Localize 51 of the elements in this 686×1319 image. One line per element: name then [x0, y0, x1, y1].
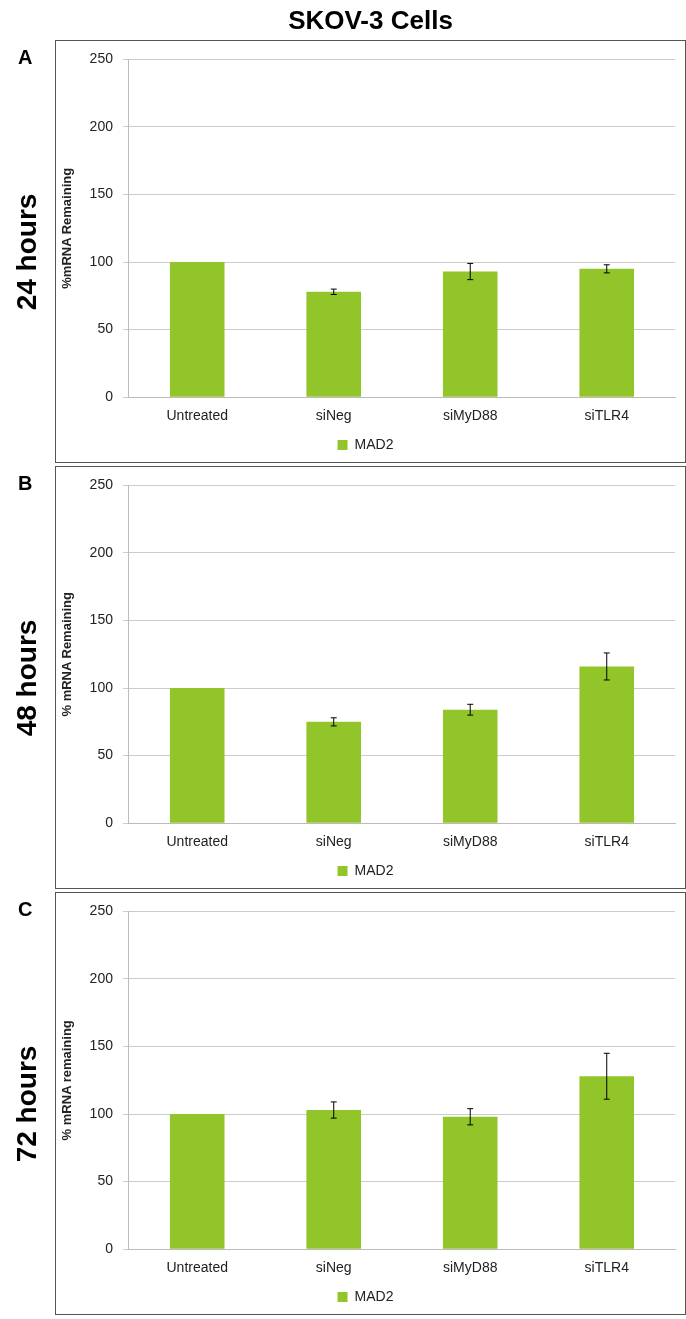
y-tick-label: 250 — [89, 902, 114, 919]
text: C — [18, 898, 33, 921]
x-tick-label: siMyD88 — [443, 1259, 498, 1276]
bar — [442, 709, 498, 823]
y-tick-label: 250 — [89, 50, 114, 67]
x-tick-label: siMyD88 — [443, 833, 498, 850]
legend-label: MAD2 — [354, 861, 394, 878]
bar — [442, 1116, 498, 1249]
chart-title: SKOV-3 Cells — [287, 4, 454, 37]
bar — [579, 666, 635, 823]
y-tick-label: 200 — [89, 543, 114, 560]
text: 24 hours — [11, 193, 43, 310]
y-axis-title: % mRNA Remaining — [59, 592, 75, 717]
x-tick-label: Untreated — [166, 407, 228, 424]
x-tick-label: siTLR4 — [584, 833, 630, 850]
x-tick-label: siNeg — [315, 1259, 352, 1276]
y-tick-label: 100 — [89, 1104, 114, 1121]
bar — [169, 688, 225, 823]
x-tick-label: siNeg — [315, 833, 352, 850]
y-tick-label: 0 — [105, 388, 114, 405]
y-tick-label: 50 — [97, 320, 114, 337]
x-tick-label: siTLR4 — [584, 1259, 630, 1276]
y-tick-label: 100 — [89, 678, 114, 695]
y-tick-label: 0 — [105, 814, 114, 831]
y-tick-label: 50 — [97, 1172, 114, 1189]
bar — [306, 721, 362, 823]
y-tick-label: 0 — [105, 1240, 114, 1257]
y-tick-label: 200 — [89, 117, 114, 134]
bar — [169, 1114, 225, 1249]
y-tick-label: 50 — [97, 746, 114, 763]
y-tick-label: 200 — [89, 969, 114, 986]
text: 72 hours — [11, 1045, 43, 1162]
x-tick-label: Untreated — [166, 833, 228, 850]
text: 48 hours — [11, 619, 43, 736]
x-tick-label: Untreated — [166, 1259, 228, 1276]
y-tick-label: 150 — [89, 1037, 114, 1054]
legend-label: MAD2 — [354, 1287, 394, 1304]
y-tick-label: 150 — [89, 185, 114, 202]
legend-label: MAD2 — [354, 435, 394, 452]
bar — [306, 1110, 362, 1249]
y-axis-title: % mRNA remaining — [59, 1020, 75, 1141]
x-tick-label: siMyD88 — [443, 407, 498, 424]
y-axis-title: %mRNA Remaining — [59, 167, 75, 289]
x-tick-label: siTLR4 — [584, 407, 630, 424]
y-tick-label: 100 — [89, 252, 114, 269]
y-tick-label: 150 — [89, 611, 114, 628]
bar — [579, 1076, 635, 1249]
x-tick-label: siNeg — [315, 407, 352, 424]
y-tick-label: 250 — [89, 476, 114, 493]
text: A — [18, 46, 33, 69]
text: B — [18, 472, 33, 495]
